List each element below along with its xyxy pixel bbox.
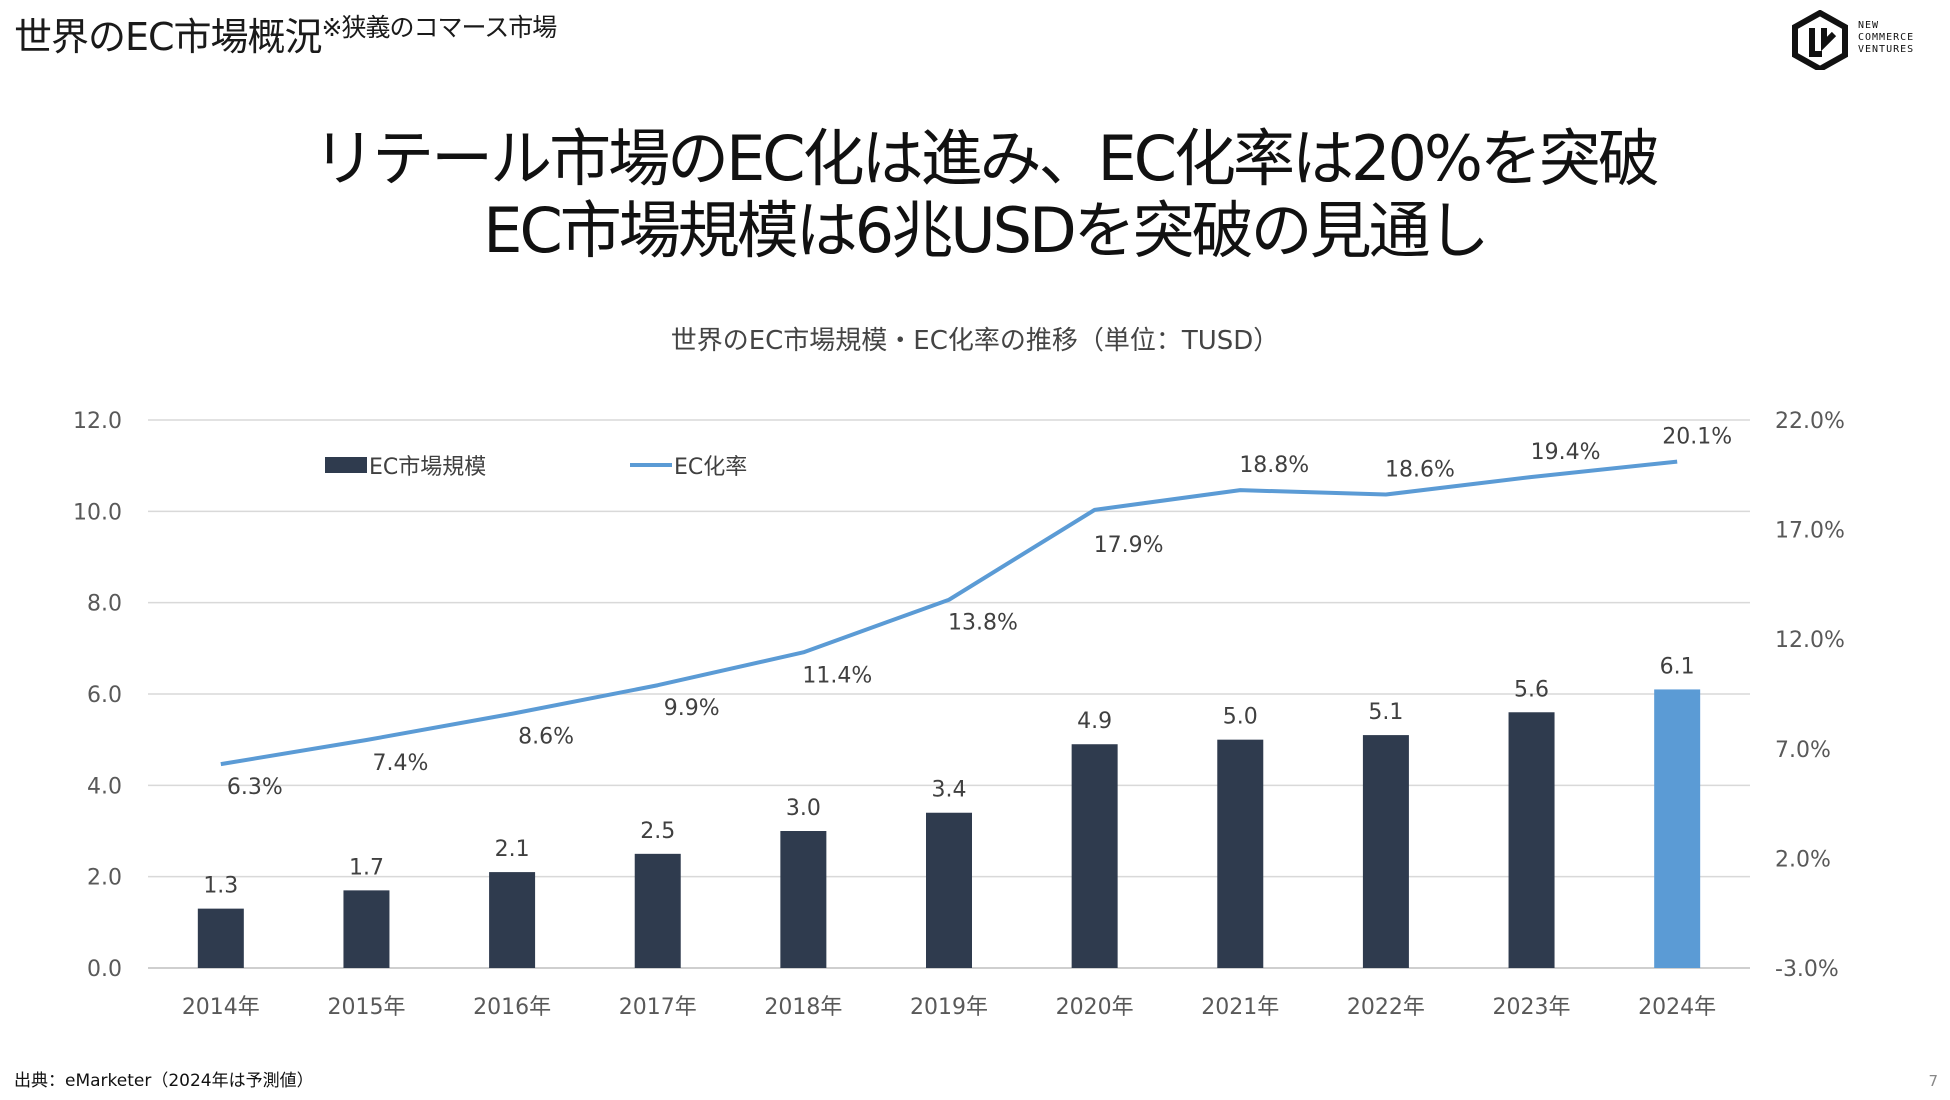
chart-title: 世界のEC市場規模・EC化率の推移（単位：TUSD） xyxy=(670,326,1280,356)
bar-data-label: 5.1 xyxy=(1368,700,1403,725)
bar xyxy=(489,872,536,968)
bar xyxy=(780,831,827,968)
y-left-tick-label: 6.0 xyxy=(87,683,122,708)
y-right-tick-label: 22.0% xyxy=(1775,409,1845,434)
x-tick-label: 2014年 xyxy=(182,995,260,1020)
logo-line: NEW xyxy=(1858,20,1880,31)
bar-data-label: 5.0 xyxy=(1223,705,1258,730)
bar-data-label: 3.4 xyxy=(932,778,967,803)
legend-line-label: EC化率 xyxy=(674,455,747,480)
legend-bar-swatch xyxy=(325,457,367,473)
bar-data-label: 4.9 xyxy=(1077,709,1112,734)
bar xyxy=(634,853,681,968)
x-tick-label: 2015年 xyxy=(327,995,405,1020)
x-tick-label: 2022年 xyxy=(1347,995,1425,1020)
y-right-tick-label: -3.0% xyxy=(1775,957,1839,982)
x-tick-label: 2024年 xyxy=(1638,995,1716,1020)
x-tick-label: 2019年 xyxy=(910,995,988,1020)
x-tick-label: 2016年 xyxy=(473,995,551,1020)
line-data-label: 17.9% xyxy=(1094,533,1164,558)
y-left-tick-label: 12.0 xyxy=(73,409,122,434)
logo-line: VENTURES xyxy=(1858,44,1915,55)
y-right-tick-label: 2.0% xyxy=(1775,847,1831,872)
headline-line-2: EC市場規模は6兆USDを突破の見通し xyxy=(483,194,1489,267)
line-data-label: 13.8% xyxy=(948,611,1018,636)
line-data-label: 6.3% xyxy=(227,775,283,800)
line-data-label: 9.9% xyxy=(664,696,720,721)
bar-data-label: 2.1 xyxy=(495,837,530,862)
y-left-tick-label: 2.0 xyxy=(87,866,122,891)
bar-data-label: 3.0 xyxy=(786,796,821,821)
page-number: 7 xyxy=(1928,1072,1938,1090)
line-data-label: 11.4% xyxy=(802,663,872,688)
x-tick-label: 2020年 xyxy=(1056,995,1134,1020)
logo-wordmark: NEW COMMERCE VENTURES xyxy=(1858,20,1914,56)
line-data-label: 20.1% xyxy=(1662,425,1732,450)
logo-mark-icon xyxy=(1792,9,1848,73)
slide-title-note: ※狭義のコマース市場 xyxy=(321,13,558,42)
bar xyxy=(1071,744,1118,968)
bar xyxy=(1217,739,1264,968)
line-data-label: 18.6% xyxy=(1385,458,1455,483)
line-data-label: 7.4% xyxy=(373,751,429,776)
y-right-tick-label: 17.0% xyxy=(1775,519,1845,544)
y-left-tick-label: 8.0 xyxy=(87,592,122,617)
y-left-tick-label: 4.0 xyxy=(87,774,122,799)
headline-line-1: リテール市場のEC化は進み、EC化率は20%を突破 xyxy=(313,122,1660,195)
line-data-label: 19.4% xyxy=(1531,440,1601,465)
bar xyxy=(197,908,244,968)
bar-data-label: 1.7 xyxy=(349,855,384,880)
y-right-tick-label: 12.0% xyxy=(1775,628,1845,653)
company-logo: NEW COMMERCE VENTURES xyxy=(1790,9,1950,73)
bar xyxy=(926,812,972,968)
legend-bar-label: EC市場規模 xyxy=(369,455,486,480)
logo-line: COMMERCE xyxy=(1858,32,1915,43)
bar xyxy=(343,890,390,968)
x-tick-label: 2023年 xyxy=(1493,995,1571,1020)
line-data-label: 8.6% xyxy=(518,725,574,750)
bar xyxy=(1362,735,1409,968)
bar-data-label: 2.5 xyxy=(640,819,675,844)
x-tick-label: 2021年 xyxy=(1201,995,1279,1020)
bar xyxy=(1654,689,1701,968)
bar-data-label: 1.3 xyxy=(203,874,238,899)
line-data-label: 18.8% xyxy=(1239,453,1309,478)
bar xyxy=(1508,712,1555,968)
x-tick-label: 2018年 xyxy=(764,995,842,1020)
x-tick-label: 2017年 xyxy=(619,995,697,1020)
y-right-tick-label: 7.0% xyxy=(1775,738,1831,763)
slide-title: 世界のEC市場概況※狭義のコマース市場 xyxy=(14,6,558,61)
slide-title-text: 世界のEC市場概況 xyxy=(14,15,323,59)
bar-data-label: 6.1 xyxy=(1660,654,1695,679)
ec-rate-line xyxy=(220,459,1678,767)
y-left-tick-label: 10.0 xyxy=(73,500,122,525)
source-note: 出典：eMarketer（2024年は予測値） xyxy=(14,1071,314,1091)
bar-data-label: 5.6 xyxy=(1514,677,1549,702)
y-left-tick-label: 0.0 xyxy=(87,957,122,982)
